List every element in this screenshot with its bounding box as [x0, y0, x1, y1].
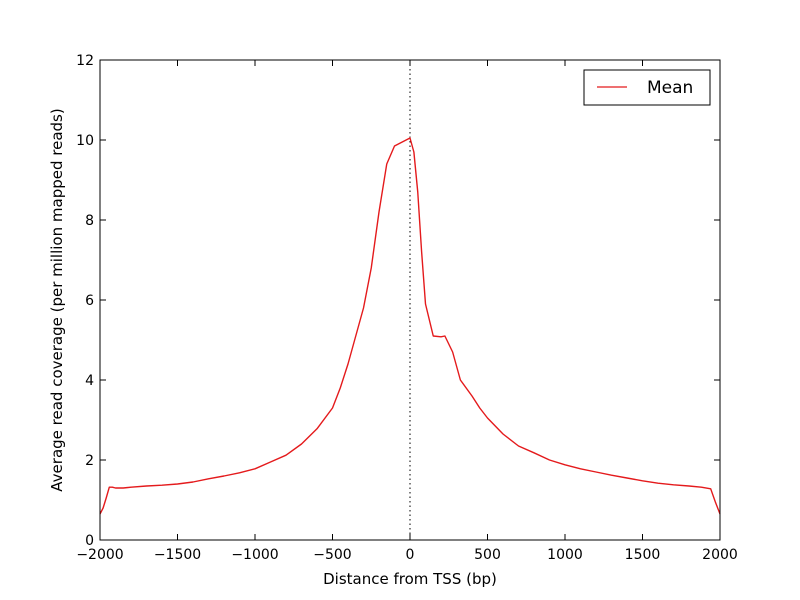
- x-tick-label: 1500: [625, 547, 661, 563]
- legend: Mean: [583, 69, 711, 106]
- y-tick-label: 12: [76, 53, 94, 69]
- legend-box: [583, 69, 711, 106]
- ticks-layer: −2000 −1500 −1000 −500 0 500 1000 1500 2000 0 2 4 6 8…: [76, 53, 738, 563]
- x-tick-label: 2000: [702, 547, 738, 563]
- y-tick-label: 8: [85, 213, 94, 229]
- y-axis-label: Average read coverage (per million mappe…: [48, 108, 66, 491]
- y-tick-label: 6: [85, 293, 94, 309]
- x-tick-label: −2000: [76, 547, 123, 563]
- x-tick-label: 1000: [547, 547, 583, 563]
- x-tick-label: −1000: [231, 547, 278, 563]
- x-tick-label: −1500: [154, 547, 201, 563]
- x-tick-label: 500: [474, 547, 501, 563]
- y-tick-label: 4: [85, 373, 94, 389]
- series-line-mean: [99, 137, 721, 515]
- x-tick-label: −500: [313, 547, 351, 563]
- x-tick-label: 0: [406, 547, 415, 563]
- legend-label-mean: Mean: [647, 78, 693, 98]
- y-tick-label: 0: [85, 533, 94, 549]
- y-tick-label: 10: [76, 133, 94, 149]
- y-tick-label: 2: [85, 453, 94, 469]
- x-axis-label: Distance from TSS (bp): [323, 570, 497, 588]
- plot-layer: [99, 60, 721, 540]
